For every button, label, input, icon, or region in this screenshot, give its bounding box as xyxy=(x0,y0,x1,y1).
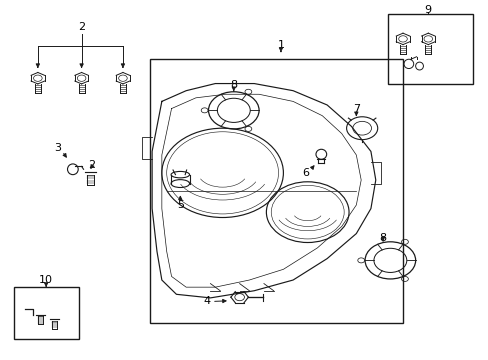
Text: 5: 5 xyxy=(177,200,183,210)
Text: 9: 9 xyxy=(424,5,430,15)
Text: 1: 1 xyxy=(277,40,284,50)
Text: 4: 4 xyxy=(203,296,210,306)
Text: 2: 2 xyxy=(88,159,95,170)
Text: 8: 8 xyxy=(230,80,237,90)
Text: 2: 2 xyxy=(78,22,85,32)
Text: 7: 7 xyxy=(352,104,359,114)
Bar xyxy=(14,287,79,339)
Text: 8: 8 xyxy=(379,233,386,243)
Bar xyxy=(387,14,472,84)
Text: 10: 10 xyxy=(39,275,53,285)
Bar xyxy=(149,59,402,323)
Text: 6: 6 xyxy=(301,168,308,178)
Text: 3: 3 xyxy=(54,143,61,153)
